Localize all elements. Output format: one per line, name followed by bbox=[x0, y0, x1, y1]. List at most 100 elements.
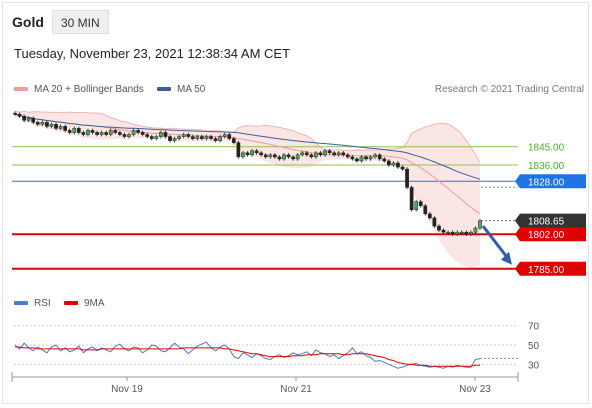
candle bbox=[391, 162, 396, 166]
candle bbox=[113, 130, 118, 133]
candle bbox=[350, 156, 355, 160]
candle bbox=[72, 128, 77, 133]
credit-text: Research © 2021 Trading Central bbox=[434, 84, 584, 95]
candle bbox=[446, 231, 450, 234]
candle bbox=[345, 154, 350, 158]
candle bbox=[373, 154, 377, 158]
candle bbox=[181, 134, 186, 137]
candle bbox=[149, 136, 154, 139]
candle bbox=[423, 205, 428, 215]
x-tick-label: Nov 21 bbox=[280, 384, 312, 395]
candle bbox=[428, 213, 432, 219]
legend-ma50: MA 50 bbox=[157, 84, 205, 95]
candle bbox=[437, 225, 441, 231]
candle bbox=[35, 122, 40, 125]
x-tick-label: Nov 19 bbox=[111, 384, 143, 395]
candle bbox=[22, 115, 26, 121]
candle bbox=[231, 138, 236, 143]
candle bbox=[186, 134, 191, 137]
candle bbox=[382, 158, 387, 162]
candle bbox=[300, 152, 305, 156]
candle bbox=[140, 132, 145, 135]
candle bbox=[386, 160, 391, 166]
candle bbox=[473, 227, 478, 233]
candle bbox=[455, 231, 460, 235]
candle bbox=[259, 152, 264, 156]
candle bbox=[67, 130, 72, 133]
rsi-tick-50: 50 bbox=[528, 341, 540, 352]
candle bbox=[200, 136, 204, 139]
candle bbox=[86, 130, 90, 135]
candle bbox=[90, 130, 95, 133]
candle bbox=[418, 201, 423, 206]
candle bbox=[209, 136, 213, 139]
candle bbox=[177, 136, 181, 139]
ma50-swatch bbox=[157, 87, 171, 92]
candle bbox=[377, 154, 382, 160]
candle bbox=[400, 166, 405, 170]
rsi-tick-30: 30 bbox=[528, 360, 540, 371]
candle bbox=[99, 132, 104, 135]
candle bbox=[273, 154, 277, 158]
candle bbox=[295, 154, 300, 160]
candle bbox=[49, 124, 54, 127]
candle bbox=[336, 152, 341, 156]
candle bbox=[58, 126, 63, 129]
rsi-swatch bbox=[14, 301, 28, 306]
candle bbox=[450, 231, 455, 235]
legend-9ma: 9MA bbox=[64, 298, 105, 309]
candle bbox=[241, 152, 245, 158]
candle bbox=[31, 117, 36, 123]
candle bbox=[341, 152, 346, 156]
candle bbox=[263, 154, 268, 158]
candle bbox=[318, 152, 323, 156]
candle bbox=[245, 152, 250, 156]
chart-frame bbox=[2, 2, 589, 404]
candle bbox=[154, 136, 159, 139]
chart-header: Gold 30 MIN bbox=[0, 0, 592, 40]
candle bbox=[332, 152, 336, 156]
candle bbox=[368, 156, 373, 160]
bollinger-upper bbox=[14, 110, 481, 163]
legend-ma50-label: MA 50 bbox=[177, 84, 206, 95]
rsi-tick-70: 70 bbox=[528, 322, 540, 333]
candle bbox=[250, 150, 254, 156]
level-tag-1785.00 bbox=[515, 261, 586, 276]
candle bbox=[218, 136, 222, 141]
candle bbox=[40, 122, 45, 125]
ma20-swatch bbox=[14, 87, 28, 92]
candle bbox=[314, 152, 318, 158]
legend-ma20-label: MA 20 + Bollinger Bands bbox=[34, 84, 144, 95]
candle bbox=[282, 154, 286, 160]
candle bbox=[204, 136, 209, 139]
candle bbox=[459, 231, 464, 234]
legend-rsi: RSI bbox=[14, 298, 51, 309]
candle bbox=[145, 134, 150, 137]
candle bbox=[355, 158, 359, 162]
level-label-1785.00: 1785.00 bbox=[528, 265, 565, 276]
rsi-line bbox=[14, 341, 481, 369]
candle bbox=[26, 117, 31, 121]
candle bbox=[304, 152, 309, 156]
candle bbox=[222, 134, 227, 137]
candle bbox=[469, 231, 473, 235]
candle bbox=[17, 113, 22, 117]
candle bbox=[291, 156, 295, 160]
symbol-title: Gold bbox=[12, 14, 44, 30]
interval-selector[interactable]: 30 MIN bbox=[52, 10, 109, 34]
candle bbox=[13, 112, 17, 115]
candle bbox=[236, 142, 241, 158]
candle bbox=[441, 229, 446, 233]
candle bbox=[136, 130, 140, 133]
ma50-line bbox=[14, 113, 481, 180]
candle bbox=[227, 134, 232, 139]
level-tag-1828.00 bbox=[515, 174, 586, 189]
candle bbox=[414, 201, 419, 211]
forecast-arrow bbox=[481, 225, 511, 261]
legend-9ma-label: 9MA bbox=[84, 298, 105, 309]
candle bbox=[108, 130, 113, 135]
legend-ma20: MA 20 + Bollinger Bands bbox=[14, 84, 144, 95]
candle bbox=[327, 150, 332, 154]
level-label-1808.65: 1808.65 bbox=[528, 217, 565, 228]
